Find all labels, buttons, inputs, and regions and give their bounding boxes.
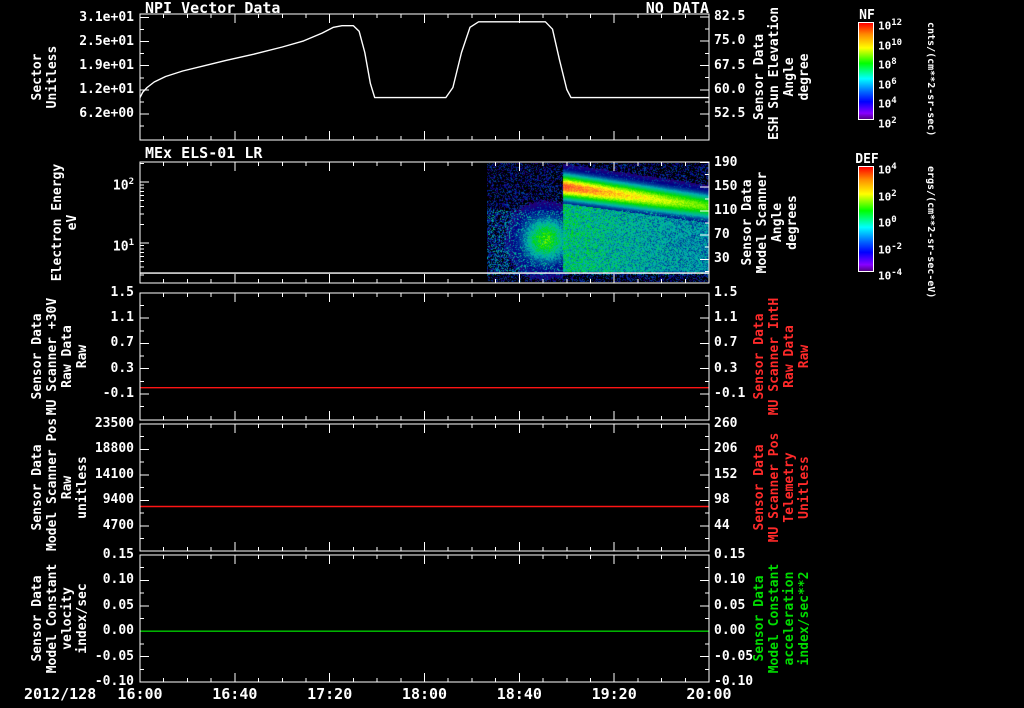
tick-label: -0.1 — [714, 385, 746, 401]
tick-label: 0.3 — [110, 360, 134, 376]
tick-label: 44 — [714, 517, 730, 533]
tick-label: 19:20 — [591, 685, 637, 703]
panel1-title: NPI Vector Data — [145, 0, 281, 17]
tick-label: 20:00 — [686, 685, 732, 703]
tick-label: 110 — [714, 202, 738, 218]
panel2-title: MEx ELS-01 LR — [145, 144, 263, 162]
tick-label: 104 — [878, 96, 897, 112]
panel3-right-axis-label: Sensor Data MU Scanner IntH Raw Data Raw — [752, 297, 812, 416]
tick-label: 67.5 — [714, 57, 746, 73]
tick-label: 16:00 — [117, 685, 163, 703]
tick-label: 6.2e+00 — [79, 105, 134, 121]
colorbar-nf-unit: cnts/(cm**2-sr-sec) — [925, 22, 936, 137]
tick-label: 0.10 — [102, 572, 134, 588]
tick-label: 30 — [714, 251, 730, 267]
colorbar-def-title: DEF — [855, 152, 879, 167]
tick-label: 18:00 — [401, 685, 448, 703]
colorbar-nf-title: NF — [859, 8, 875, 23]
tick-label: 70 — [714, 227, 730, 243]
tick-label: 1012 — [878, 18, 903, 33]
tick-label: 3.1e+01 — [79, 9, 134, 25]
colorbar — [858, 166, 874, 272]
tick-label: 152 — [714, 466, 738, 482]
tick-label: 18800 — [94, 441, 134, 457]
panel1-left-axis-label: Sector Unitless — [30, 45, 60, 109]
tick-label: 0.7 — [714, 335, 738, 351]
tick-label: 1.9e+01 — [79, 57, 134, 73]
panel4-right-axis-label: Sensor Data MU Scanner Pos Telemetry Uni… — [752, 432, 812, 543]
date-label: 2012/128 — [24, 685, 97, 703]
tick-label: 4700 — [102, 517, 134, 533]
tick-label: 0.15 — [714, 547, 746, 562]
tick-label: 1.1 — [110, 310, 134, 326]
no-data-note: NO DATA — [645, 0, 709, 17]
tick-label: 2.5e+01 — [79, 33, 134, 49]
tick-label: 190 — [714, 154, 738, 170]
tick-label: 18:40 — [496, 685, 542, 703]
panel4-left-axis-label: Sensor Data Model Scanner Pos Raw unitle… — [30, 417, 90, 551]
tick-label: 102 — [878, 188, 897, 204]
tick-label: 16:40 — [212, 685, 258, 703]
tick-label: -0.10 — [714, 674, 754, 689]
panel2-left-axis-label: Electron Energy eV — [50, 163, 80, 282]
tick-label: 98 — [714, 492, 730, 508]
tick-label: 0.10 — [714, 572, 746, 588]
tick-label: 0.00 — [714, 623, 746, 639]
colorbar-def-unit: ergs/(cm**2-sr-sec-eV) — [925, 166, 936, 299]
tick-label: 106 — [878, 76, 897, 92]
tick-label: 9400 — [102, 492, 134, 508]
panel5-right-axis-label: Sensor Data Model Constant acceleration … — [752, 563, 812, 674]
panel2-right-axis-label: Sensor Data Model Scanner Angle degrees — [740, 171, 800, 274]
tick-label: -0.10 — [94, 674, 134, 689]
tick-label: 206 — [714, 441, 738, 457]
panel3-left-axis-label: Sensor Data MU Scanner +30V Raw Data Raw — [30, 297, 90, 416]
tick-label: 150 — [714, 178, 738, 194]
tick-label: 1.1 — [714, 310, 738, 326]
tick-label: 108 — [878, 57, 897, 72]
tick-label: 100 — [878, 215, 897, 230]
tick-label: 1.5 — [714, 285, 738, 300]
tick-label: 0.7 — [110, 335, 134, 351]
tick-label: 1.5 — [110, 285, 134, 300]
tick-label: 0.3 — [714, 360, 738, 376]
tick-label: 52.5 — [714, 106, 746, 122]
tick-label: 75.0 — [714, 33, 746, 49]
panel5-left-axis-label: Sensor Data Model Constant velocity inde… — [30, 563, 90, 674]
colorbar — [858, 22, 874, 120]
tick-label: 23500 — [94, 416, 134, 431]
tick-label: 10-4 — [878, 268, 903, 283]
tick-label: 102 — [878, 116, 897, 131]
tick-label: 0.00 — [102, 623, 134, 639]
tick-label: 1010 — [878, 37, 903, 53]
els-spectrogram — [487, 163, 709, 282]
tick-label: 102 — [112, 177, 134, 194]
tick-label: 0.05 — [102, 597, 134, 613]
tick-label: 101 — [112, 237, 134, 255]
tick-label: 260 — [714, 416, 738, 431]
tick-label: 104 — [878, 162, 897, 177]
tick-label: 82.5 — [714, 8, 746, 24]
tick-label: 0.05 — [714, 597, 746, 613]
tick-label: 0.15 — [102, 547, 134, 562]
panel1-right-axis-label: Sensor Data ESH Sun Elevation Angle degr… — [752, 6, 812, 140]
tick-label: 10-2 — [878, 241, 903, 257]
tick-label: 17:20 — [307, 685, 353, 703]
tick-label: 60.0 — [714, 81, 746, 97]
tick-label: 14100 — [94, 466, 134, 482]
tick-label: 1.2e+01 — [79, 81, 134, 97]
tick-label: -0.05 — [714, 648, 754, 664]
tick-label: -0.1 — [102, 385, 134, 401]
tick-label: -0.05 — [94, 648, 134, 664]
